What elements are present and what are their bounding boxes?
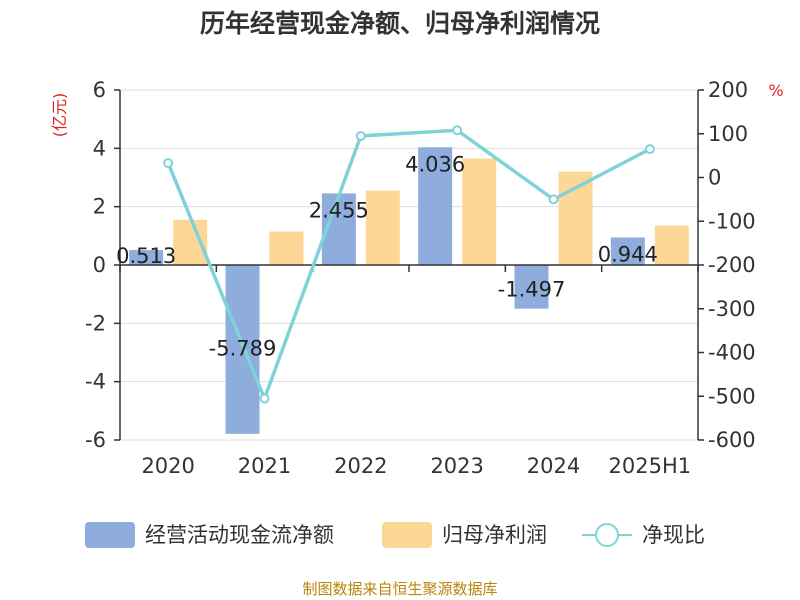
left-tick-label: -4 xyxy=(85,370,106,394)
legend-label: 净现比 xyxy=(642,523,705,547)
right-tick-label: 100 xyxy=(708,122,748,146)
cashflow-bar xyxy=(418,147,453,265)
right-axis-label: % xyxy=(768,81,783,100)
ratio-point xyxy=(644,144,655,155)
legend-net-profit-swatch xyxy=(382,522,432,548)
net-profit-bar xyxy=(269,231,304,265)
chart-title: 历年经营现金净额、归母净利润情况 xyxy=(200,9,600,38)
ratio-point xyxy=(355,130,366,141)
right-tick-label: -200 xyxy=(708,253,756,277)
ratio-line-group xyxy=(163,125,655,404)
left-tick-label: 6 xyxy=(93,78,106,102)
ratio-point xyxy=(548,194,559,205)
data-label: 4.036 xyxy=(405,152,465,176)
right-tick-label: -300 xyxy=(708,297,756,321)
left-tick-label: 4 xyxy=(93,136,106,160)
data-label: 2.455 xyxy=(309,198,369,222)
right-tick-label: -600 xyxy=(708,428,756,452)
x-tick-label: 2021 xyxy=(238,454,291,478)
net-profit-bar xyxy=(365,190,400,265)
cashflow-bar xyxy=(514,265,549,309)
ratio-line xyxy=(166,128,651,404)
right-tick-label: -400 xyxy=(708,341,756,365)
legend-label: 归母净利润 xyxy=(442,523,547,547)
bar-group xyxy=(129,147,689,434)
right-tick-label: -500 xyxy=(708,384,756,408)
left-tick-label: 2 xyxy=(93,195,106,219)
right-tick-label: -100 xyxy=(708,209,756,233)
source-note: 制图数据来自恒生聚源数据库 xyxy=(302,580,497,598)
right-tick-label: 200 xyxy=(708,78,748,102)
net-profit-bar xyxy=(558,171,593,265)
ratio-point xyxy=(259,393,270,404)
legend-label: 经营活动现金流净额 xyxy=(145,523,334,547)
data-label: -5.789 xyxy=(209,336,277,360)
x-tick-label: 2022 xyxy=(334,454,387,478)
left-tick-label: 0 xyxy=(93,253,106,277)
left-tick-label: -6 xyxy=(85,428,106,452)
net-profit-bar xyxy=(462,158,497,265)
cashflow-bar xyxy=(225,265,260,434)
legend-cashflow-swatch xyxy=(85,522,135,548)
left-tick-label: -2 xyxy=(85,311,106,335)
x-tick-label: 2025H1 xyxy=(609,454,692,478)
legend: 经营活动现金流净额 归母净利润 净现比 xyxy=(85,522,705,548)
legend-ratio-marker xyxy=(595,523,619,547)
grid-lines xyxy=(120,89,698,441)
left-axis-label: (亿元) xyxy=(50,93,69,138)
x-tick-label: 2023 xyxy=(430,454,483,478)
axes: -6 -4 -2 0 2 4 6 -600 -500 -400 -300 -200 -100 0 100 20… xyxy=(85,78,756,478)
x-tick-label: 2024 xyxy=(527,454,580,478)
data-label: 0.944 xyxy=(598,242,658,266)
data-labels: 0.513 -5.789 2.455 4.036 -1.497 0.944 xyxy=(116,152,658,360)
ratio-point xyxy=(452,125,463,136)
data-label: -1.497 xyxy=(498,278,566,302)
data-label: 0.513 xyxy=(116,244,176,268)
cashflow-bar xyxy=(610,237,645,265)
x-tick-label: 2020 xyxy=(141,454,194,478)
net-profit-bar xyxy=(654,225,689,265)
cashflow-bar xyxy=(129,250,164,265)
ratio-point xyxy=(163,158,174,169)
right-tick-label: 0 xyxy=(708,166,721,190)
